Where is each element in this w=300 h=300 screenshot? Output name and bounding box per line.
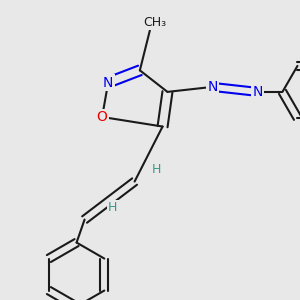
Text: N: N	[103, 76, 113, 89]
Text: H: H	[108, 201, 117, 214]
Text: H: H	[152, 163, 161, 176]
Text: N: N	[207, 80, 218, 94]
Text: N: N	[252, 85, 262, 99]
Text: O: O	[97, 110, 107, 124]
Text: CH₃: CH₃	[143, 16, 167, 29]
